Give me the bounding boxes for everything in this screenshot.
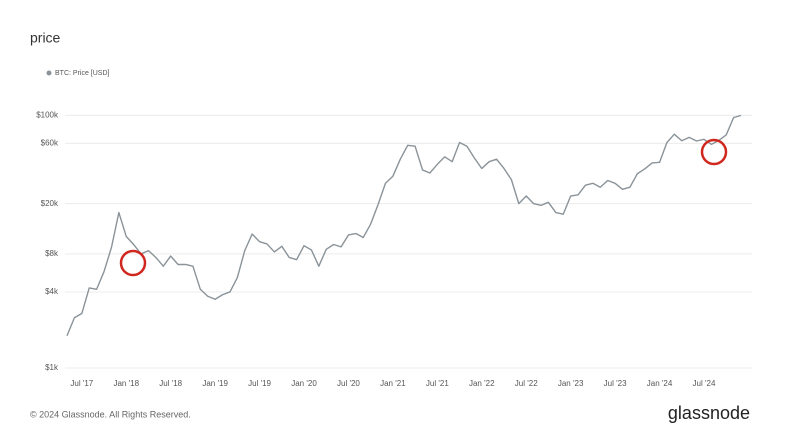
x-tick-label: Jul '17: [70, 379, 93, 388]
x-tick-label: Jan '18: [113, 379, 139, 388]
x-tick-label: Jan '19: [202, 379, 228, 388]
legend-label: BTC: Price [USD]: [55, 70, 110, 77]
y-tick-label: $60k: [41, 139, 59, 148]
x-tick-label: Jan '24: [647, 379, 673, 388]
x-tick-label: Jul '24: [693, 379, 716, 388]
chart-title: price: [30, 30, 61, 46]
legend-marker: [46, 70, 52, 76]
y-tick-label: $8k: [45, 249, 59, 258]
footer: © 2024 Glassnode. All Rights Reserved.: [30, 409, 191, 419]
x-tick-label: Jan '21: [380, 379, 406, 388]
x-tick-label: Jan '23: [558, 379, 584, 388]
y-tick-label: $100k: [36, 111, 59, 120]
price-line: [66, 114, 742, 337]
x-tick-label: Jul '20: [337, 379, 360, 388]
x-tick-label: Jul '18: [159, 379, 182, 388]
highlight-circle: [700, 138, 728, 166]
brand-logo: glassnode: [668, 403, 750, 423]
x-tick-label: Jan '20: [291, 379, 317, 388]
x-tick-label: Jan '22: [469, 379, 495, 388]
plot-area: $1k $4k $8k $20k $60k $100k Jul '17 Jan '18 Jul …: [36, 70, 752, 388]
y-tick-label: $1k: [45, 363, 59, 372]
y-tick-label: $20k: [41, 199, 59, 208]
x-tick-label: Jul '23: [604, 379, 627, 388]
y-tick-label: $4k: [45, 287, 59, 296]
x-tick-label: Jul '19: [248, 379, 271, 388]
x-tick-label: Jul '21: [426, 379, 449, 388]
x-tick-label: Jul '22: [515, 379, 538, 388]
highlight-circle: [119, 249, 147, 277]
